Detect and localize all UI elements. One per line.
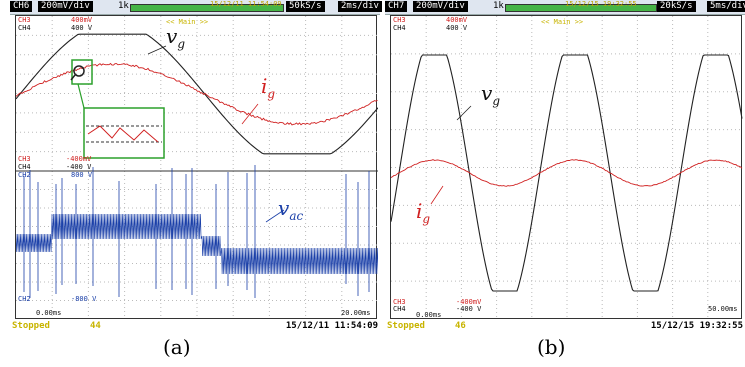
ch2-mid-label: CH2	[18, 172, 31, 179]
channel-badge: CH6	[10, 1, 32, 12]
scope-footer: Stopped 46 15/12/15 19:32:55	[385, 319, 745, 333]
record-length: 20.00ms	[341, 310, 371, 317]
scope-panel-b: CH7 200mV/div 1k 15/12/15 19:32:55 20kS/…	[385, 0, 745, 333]
ch4-top-value: 400 V	[71, 25, 92, 32]
zoom-inset	[84, 108, 164, 158]
top-timestamp: 15/12/15 19:32:55	[565, 0, 637, 12]
label-ig: ig	[416, 199, 430, 226]
one-k-label: 1k	[493, 1, 504, 11]
volts-div: 200mV/div	[38, 1, 93, 12]
ch2-bottom-label: CH2	[18, 296, 31, 303]
ch4-mid-label: CH4	[18, 164, 31, 171]
label-vg: vg	[166, 24, 185, 51]
time-offset: 0.00ms	[36, 310, 61, 317]
ig-label-arrow	[431, 186, 443, 204]
label-ig: ig	[261, 74, 275, 101]
scope-header: CH7 200mV/div 1k 15/12/15 19:32:55 20kS/…	[385, 0, 745, 15]
caption-b: (b)	[537, 335, 565, 359]
top-timestamp: 15/12/11 11:54:09	[210, 0, 282, 12]
ch4-bottom-label: CH4	[393, 306, 406, 313]
ig-label-arrow	[242, 104, 258, 124]
time-offset: 0.00ms	[416, 312, 441, 319]
record-length: 50.00ms	[708, 306, 738, 313]
ch3-top-value: 400mV	[71, 17, 92, 24]
ch3-top-value: 400mV	[446, 17, 467, 24]
timestamp: 15/12/15 19:32:55	[651, 321, 743, 331]
acq-count: 46	[455, 321, 466, 331]
acq-count: 44	[90, 321, 101, 331]
ch4-top-value: 400 V	[446, 25, 467, 32]
time-div: 5ms/div	[707, 1, 745, 12]
magnifier-icon	[74, 66, 84, 76]
zoom-connector	[78, 84, 84, 108]
ch4-top-label: CH4	[18, 25, 31, 32]
scope-footer: Stopped 44 15/12/11 11:54:09	[10, 319, 380, 333]
ch4-mid-value: -400 V	[66, 164, 91, 171]
ch4-bottom-value: -400 V	[456, 306, 481, 313]
ch4-top-label: CH4	[393, 25, 406, 32]
sample-rate: 20kS/s	[657, 1, 696, 12]
caption-a: (a)	[163, 335, 191, 359]
label-vg: vg	[481, 81, 500, 108]
ch3-mid-label: CH3	[18, 156, 31, 163]
scope-screen-b: << Main >> CH3 400mV CH4 400 V CH3 -400m…	[390, 15, 742, 319]
main-label: << Main >>	[541, 19, 583, 26]
ch3-top-label: CH3	[393, 17, 406, 24]
one-k-label: 1k	[118, 1, 129, 11]
sample-rate: 50kS/s	[286, 1, 325, 12]
status-stopped: Stopped	[12, 321, 50, 331]
vg-label-arrow	[148, 46, 166, 54]
ch3-top-label: CH3	[18, 17, 31, 24]
timestamp: 15/12/11 11:54:09	[286, 321, 378, 331]
channel-badge: CH7	[385, 1, 407, 12]
scope-header: CH6 200mV/div 1k 15/12/11 11:54:09 50kS/…	[10, 0, 380, 15]
time-div: 2ms/div	[338, 1, 382, 12]
waveform-plot-b	[391, 16, 743, 319]
ch2-bottom-value: -800 V	[71, 296, 96, 303]
status-stopped: Stopped	[387, 321, 425, 331]
ch3-mid-value: -400mV	[66, 156, 91, 163]
zoom-source-box	[72, 60, 92, 84]
scope-panel-a: CH6 200mV/div 1k 15/12/11 11:54:09 50kS/…	[10, 0, 380, 333]
ch2-mid-value: 800 V	[71, 172, 92, 179]
scope-screen-a: << Main >> CH3 400mV CH4 400 V CH3 -400m…	[15, 15, 377, 319]
volts-div: 200mV/div	[413, 1, 468, 12]
label-vac: vac	[278, 196, 303, 223]
